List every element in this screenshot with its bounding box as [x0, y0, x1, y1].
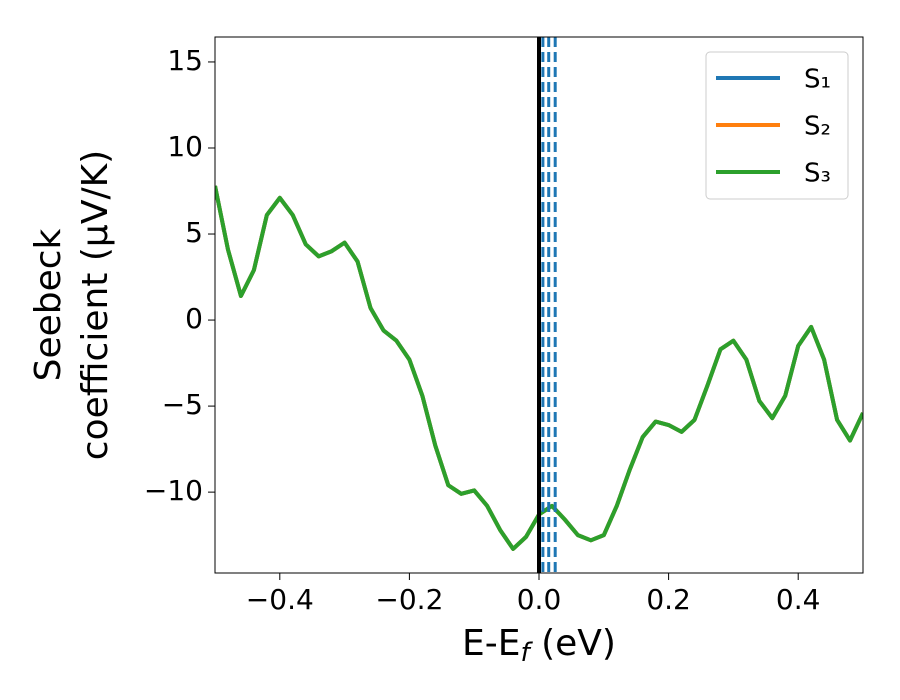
y-tick-label: 5: [185, 216, 203, 249]
x-axis-label: E-Ef (eV): [462, 623, 616, 668]
legend-label: S₂: [804, 112, 831, 142]
legend-label: S₁: [804, 65, 831, 95]
x-tick-label: 0.2: [646, 583, 691, 616]
y-label-line: coefficient (μV/K): [75, 150, 116, 460]
axes-frame: [214, 36, 864, 574]
x-tick-label: −0.2: [375, 583, 443, 616]
x-tick-label: 0.0: [517, 583, 562, 616]
x-tick-label: 0.4: [776, 583, 821, 616]
legend-label: S₃: [804, 159, 831, 189]
x-tick-label: −0.4: [246, 583, 314, 616]
y-tick-label: 0: [185, 302, 203, 335]
y-tick-label: 15: [167, 44, 203, 77]
y-axis-label: Seebeck coefficient (μV/K): [28, 150, 116, 460]
y-tick-label: 10: [167, 130, 203, 163]
x-label-unit: (eV): [530, 623, 616, 664]
y-tick-label: −10: [144, 474, 203, 507]
y-label-line: Seebeck: [28, 228, 69, 381]
x-label-main: E-E: [462, 623, 520, 664]
y-tick-label: −5: [162, 388, 203, 421]
